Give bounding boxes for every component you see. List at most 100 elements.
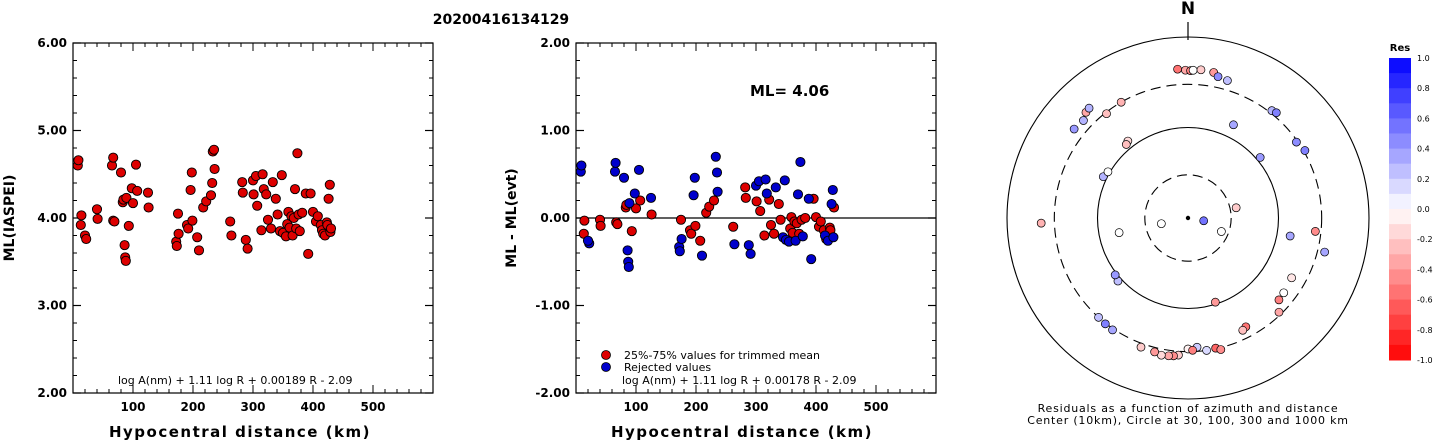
colorbar-segment	[1389, 88, 1411, 104]
colorbar-tick-label: 0.4	[1417, 145, 1430, 154]
colorbar-title: Res	[1390, 43, 1410, 54]
data-point	[622, 245, 633, 256]
data-point	[696, 250, 708, 261]
station-marker	[1217, 227, 1226, 236]
station-marker	[1287, 273, 1296, 283]
y-axis-ticks: 2.00 3.00 4.00 5.00 6.00	[37, 36, 433, 400]
legend-label-blue: Rejected values	[624, 361, 711, 374]
data-point	[676, 233, 687, 245]
x-axis-label: Hypocentral distance (km)	[611, 423, 873, 441]
station-marker	[1199, 216, 1209, 226]
ring-100km	[1096, 126, 1280, 310]
x-tick-label: 100	[623, 400, 648, 414]
colorbar-segment	[1389, 193, 1411, 210]
station-marker	[1036, 218, 1046, 228]
colorbar-segment	[1389, 254, 1411, 270]
data-point	[826, 198, 837, 210]
station-marker	[1274, 295, 1284, 305]
station-marker	[1188, 345, 1197, 355]
data-point	[272, 209, 283, 220]
data-point	[686, 228, 697, 239]
distance-rings	[1006, 36, 1370, 400]
data-point	[770, 182, 781, 193]
data-point	[186, 167, 197, 178]
y-tick-label: 1.00	[540, 124, 570, 138]
y-tick-label: 4.00	[37, 211, 67, 225]
station-marker	[1100, 319, 1110, 329]
data-point	[289, 184, 301, 195]
station-marker	[1279, 288, 1289, 298]
station-marker	[1103, 167, 1113, 177]
station-marker	[1238, 325, 1248, 335]
data-point	[790, 235, 801, 246]
data-point	[76, 210, 87, 221]
station-marker	[1094, 312, 1103, 322]
station-marker	[1274, 307, 1284, 317]
station-marker	[1271, 108, 1281, 118]
data-point	[688, 190, 699, 201]
data-point	[759, 230, 770, 241]
ring-30km	[1144, 174, 1232, 262]
north-label: N	[1181, 0, 1195, 19]
data-point	[208, 144, 220, 155]
colorbar-segment	[1389, 269, 1411, 285]
data-point	[120, 255, 131, 266]
y-tick-label: 2.00	[37, 386, 67, 400]
y-tick-label: 3.00	[37, 299, 67, 313]
data-point	[183, 223, 194, 234]
data-point	[827, 184, 838, 196]
station-points	[1036, 64, 1330, 361]
data-point	[675, 214, 687, 225]
data-point	[803, 193, 814, 204]
legend-marker-blue	[601, 362, 611, 372]
data-point	[109, 216, 120, 227]
ml-distance-chart: 2.00 3.00 4.00 5.00 6.00 100 200 300 400 500 Hyp…	[2, 36, 434, 441]
data-point	[595, 220, 606, 231]
data-point	[689, 172, 700, 183]
data-point	[242, 243, 253, 254]
data-point	[323, 193, 334, 204]
data-point	[187, 215, 198, 226]
colorbar-tick-label: 0.0	[1417, 205, 1430, 214]
data-point	[312, 211, 323, 222]
colorbar: 1.0 0.8 0.6 0.4 0.2 0.0 -0.2 -0.4 -0.6 -0.8 -1.0	[1389, 54, 1433, 365]
colorbar-segment	[1389, 344, 1411, 361]
azimuth-residual-map: N Residuals as a function of azimuth and…	[1006, 0, 1433, 427]
data-point	[792, 189, 804, 200]
data-point	[760, 174, 771, 185]
data-point	[225, 216, 236, 227]
data-point	[828, 232, 839, 243]
x-tick-label: 500	[863, 400, 888, 414]
data-point	[645, 192, 657, 203]
colorbar-segment	[1389, 58, 1411, 74]
data-point	[123, 220, 134, 231]
data-point	[81, 233, 92, 245]
data-point	[710, 151, 721, 162]
colorbar-segment	[1389, 329, 1411, 346]
station-marker	[1084, 103, 1094, 113]
data-point	[815, 216, 826, 227]
y-tick-label: 2.00	[540, 36, 570, 50]
data-point	[237, 177, 248, 188]
station-marker	[1121, 140, 1131, 149]
residual-distance-chart: -2.00 -1.00 0.00 1.00 2.00 100 200 300 400 500 H…	[504, 36, 937, 441]
data-point	[267, 177, 278, 188]
data-point	[262, 214, 274, 225]
data-point	[119, 240, 130, 251]
data-point	[237, 187, 248, 198]
data-point	[609, 166, 621, 177]
data-point	[755, 205, 766, 217]
data-point	[768, 228, 780, 239]
x-tick-label: 200	[180, 400, 205, 414]
data-point	[712, 186, 723, 197]
data-point	[610, 157, 621, 168]
data-point	[674, 246, 685, 257]
colorbar-tick-label: -0.2	[1417, 235, 1433, 244]
station-marker	[1114, 228, 1124, 237]
data-point	[629, 188, 640, 199]
colorbar-tick-label: -0.6	[1417, 296, 1433, 305]
station-marker	[1300, 146, 1310, 155]
data-point	[127, 198, 139, 209]
data-point	[579, 215, 590, 226]
data-point	[806, 254, 817, 265]
